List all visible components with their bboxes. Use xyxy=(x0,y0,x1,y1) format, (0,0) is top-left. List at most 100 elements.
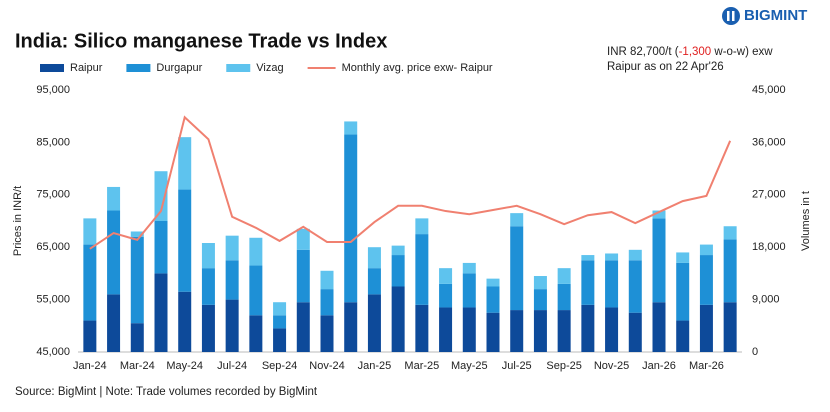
bar xyxy=(605,260,619,308)
bar xyxy=(439,268,453,284)
bar xyxy=(107,210,121,295)
bar xyxy=(676,262,690,321)
x-tick-label: Sep-25 xyxy=(546,360,581,372)
bar xyxy=(723,239,737,303)
bar xyxy=(699,244,713,256)
legend-label: Raipur xyxy=(70,62,103,74)
logo: BIGMINT xyxy=(744,7,807,24)
bar xyxy=(391,286,405,352)
y-tick-label: 55,000 xyxy=(36,294,70,306)
bar xyxy=(225,235,239,261)
chart-title: India: Silico manganese Trade vs Index xyxy=(15,30,387,52)
bar xyxy=(273,302,287,316)
bar xyxy=(83,244,97,321)
bar xyxy=(130,231,144,237)
bar xyxy=(486,312,500,352)
y2-tick-label: 36,000 xyxy=(752,136,786,148)
y-tick-label: 85,000 xyxy=(36,136,70,148)
y2-tick-label: 18,000 xyxy=(752,241,786,253)
x-tick-label: Mar-24 xyxy=(120,360,155,372)
bar xyxy=(273,328,287,352)
x-tick-label: Nov-24 xyxy=(309,360,344,372)
bar xyxy=(201,304,215,352)
bar xyxy=(415,304,429,352)
bar xyxy=(581,260,595,305)
bar xyxy=(344,121,358,135)
bar xyxy=(676,320,690,352)
bar xyxy=(462,273,476,308)
annotation-part: INR 82,700/t ( xyxy=(607,46,679,58)
bar xyxy=(107,294,121,352)
annotation-change: -1,300 xyxy=(679,46,712,58)
x-tick-label: Mar-26 xyxy=(689,360,724,372)
bar xyxy=(296,302,310,352)
annotation: Raipur as on 22 Apr'26 xyxy=(607,61,724,73)
bar xyxy=(201,243,215,269)
bar xyxy=(439,307,453,352)
bar xyxy=(296,228,310,250)
annotation-part: w-o-w) exw xyxy=(711,46,773,58)
x-tick-label: Jan-25 xyxy=(358,360,392,372)
bar xyxy=(676,252,690,263)
bar xyxy=(83,218,97,245)
legend-label: Monthly avg. price exw- Raipur xyxy=(342,62,493,74)
bar xyxy=(249,237,263,266)
annotation: INR 82,700/t (-1,300 w-o-w) exw xyxy=(607,46,773,58)
source-note: Source: BigMint | Note: Trade volumes re… xyxy=(15,386,318,398)
bar xyxy=(439,283,453,308)
logo-icon xyxy=(722,7,740,25)
bar xyxy=(225,299,239,352)
bar xyxy=(510,213,524,227)
bar xyxy=(605,253,619,261)
bar xyxy=(699,255,713,305)
bar xyxy=(178,189,192,292)
bar xyxy=(652,218,666,303)
bar xyxy=(391,255,405,287)
bar xyxy=(557,283,571,311)
y-tick-label: 95,000 xyxy=(36,84,70,96)
legend-label: Vizag xyxy=(256,62,283,74)
bar xyxy=(510,310,524,352)
bar xyxy=(415,234,429,305)
x-tick-label: Mar-25 xyxy=(404,360,439,372)
bar xyxy=(249,315,263,352)
legend-swatch xyxy=(226,64,251,72)
y-tick-label: 75,000 xyxy=(36,189,70,201)
bar xyxy=(154,273,168,352)
bar xyxy=(581,255,595,261)
x-tick-label: Jul-24 xyxy=(217,360,247,372)
bar xyxy=(628,260,642,313)
bar xyxy=(699,304,713,352)
bar xyxy=(533,276,547,290)
bar xyxy=(344,134,358,303)
x-tick-label: Jan-24 xyxy=(73,360,107,372)
bar xyxy=(344,302,358,352)
bar xyxy=(628,312,642,352)
y-tick-label: 45,000 xyxy=(36,346,70,358)
bar xyxy=(320,315,334,352)
line xyxy=(89,115,732,250)
bar xyxy=(391,245,405,256)
bar xyxy=(320,270,334,290)
bar xyxy=(178,137,192,190)
y2-axis-title: Volumes in t xyxy=(800,191,812,251)
bar xyxy=(557,310,571,352)
bar xyxy=(510,226,524,311)
x-tick-label: Jan-26 xyxy=(642,360,676,372)
bar xyxy=(723,226,737,240)
x-tick-label: May-25 xyxy=(451,360,488,372)
bar xyxy=(154,171,168,221)
x-tick-label: Nov-25 xyxy=(594,360,629,372)
bar xyxy=(462,307,476,352)
bar xyxy=(296,249,310,303)
x-tick-label: Sep-24 xyxy=(262,360,297,372)
bar xyxy=(201,268,215,305)
x-tick-label: May-24 xyxy=(166,360,203,372)
legend-swatch xyxy=(126,64,151,72)
bar xyxy=(462,262,476,274)
y2-tick-label: 27,000 xyxy=(752,189,786,201)
bar xyxy=(415,218,429,235)
y-axis-title: Prices in INR/t xyxy=(12,186,24,256)
bar xyxy=(273,315,287,329)
